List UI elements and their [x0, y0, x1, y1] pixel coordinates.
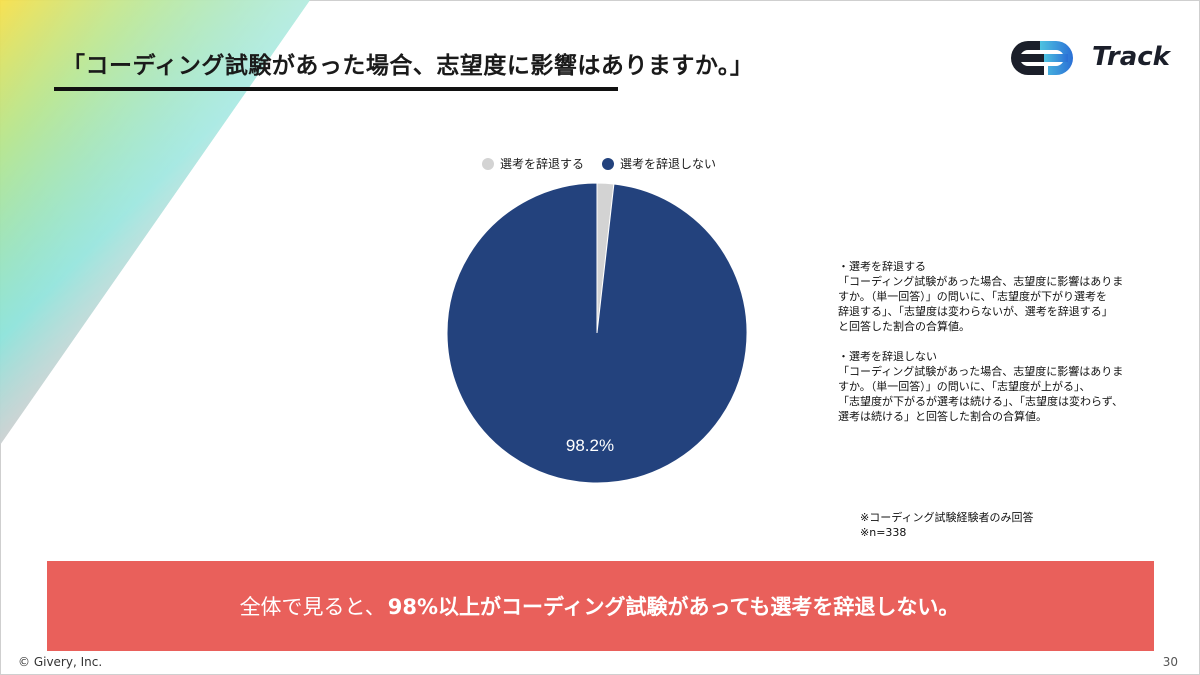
legend-swatch-not-decline [602, 157, 615, 170]
definition-notes: ・選考を辞退する 「コーディング試験があった場合、志望度に影響はありま すか。（… [838, 259, 1148, 439]
banner-highlight: 98%以上がコーディング試験があっても選考を辞退しない。 [387, 595, 960, 619]
footnote-sample-size: ※n=338 [860, 526, 907, 539]
note-decline-line: 辞退する」、「志望度は変わらないが、選考を辞退する」 [838, 305, 1113, 318]
footnote: ※コーディング試験経験者のみ回答 ※n=338 [860, 510, 1033, 540]
note-decline: ・選考を辞退する 「コーディング試験があった場合、志望度に影響はありま すか。（… [838, 259, 1148, 334]
note-not-decline-line: すか。（単一回答）」の問いに、「志望度が上がる」、 [838, 380, 1091, 393]
legend-label-decline: 選考を辞退する [500, 157, 585, 171]
legend-swatch-decline [482, 157, 494, 170]
note-decline-line: すか。（単一回答）」の問いに、「志望度が下がり選考を [838, 290, 1107, 303]
legend-item-decline: 選考を辞退する [482, 155, 584, 172]
pie-chart: 98.2% [446, 182, 748, 484]
note-decline-line: 「コーディング試験があった場合、志望度に影響はありま [838, 275, 1124, 288]
pie-slice-1 [446, 182, 748, 484]
pie-data-label-1: 98.2% [566, 436, 614, 455]
note-not-decline-line: 「コーディング試験があった場合、志望度に影響はありま [838, 365, 1124, 378]
page-number: 30 [1162, 655, 1178, 669]
note-decline-heading: ・選考を辞退する [838, 260, 926, 273]
note-not-decline: ・選考を辞退しない 「コーディング試験があった場合、志望度に影響はありま すか。… [838, 349, 1148, 424]
track-logo-icon [1011, 41, 1073, 75]
chart-legend: 選考を辞退する 選考を辞退しない [482, 155, 716, 172]
legend-item-not-decline: 選考を辞退しない [602, 155, 716, 172]
legend-label-not-decline: 選考を辞退しない [620, 157, 717, 171]
note-not-decline-heading: ・選考を辞退しない [838, 350, 937, 363]
summary-banner: 全体で見ると、 98%以上がコーディング試験があっても選考を辞退しない。 [47, 561, 1154, 651]
note-decline-line: と回答した割合の合算値。 [838, 320, 970, 333]
note-not-decline-line: 「志望度が下がるが選考は続ける」、「志望度は変わらず、 [838, 395, 1124, 408]
banner-prefix: 全体で見ると、 [239, 595, 386, 619]
footnote-respondents: ※コーディング試験経験者のみ回答 [860, 511, 1034, 524]
copyright: © Givery, Inc. [18, 655, 103, 669]
title-underline [54, 87, 618, 91]
logo-text: Track [1092, 42, 1170, 72]
note-not-decline-line: 選考は続ける」と回答した割合の合算値。 [838, 410, 1047, 423]
slide-title: 「コーディング試験があった場合、志望度に影響はありますか。」 [62, 53, 754, 79]
